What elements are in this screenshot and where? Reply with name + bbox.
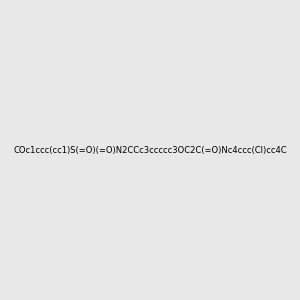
Text: COc1ccc(cc1)S(=O)(=O)N2CCc3ccccc3OC2C(=O)Nc4ccc(Cl)cc4C: COc1ccc(cc1)S(=O)(=O)N2CCc3ccccc3OC2C(=O… <box>13 146 287 154</box>
